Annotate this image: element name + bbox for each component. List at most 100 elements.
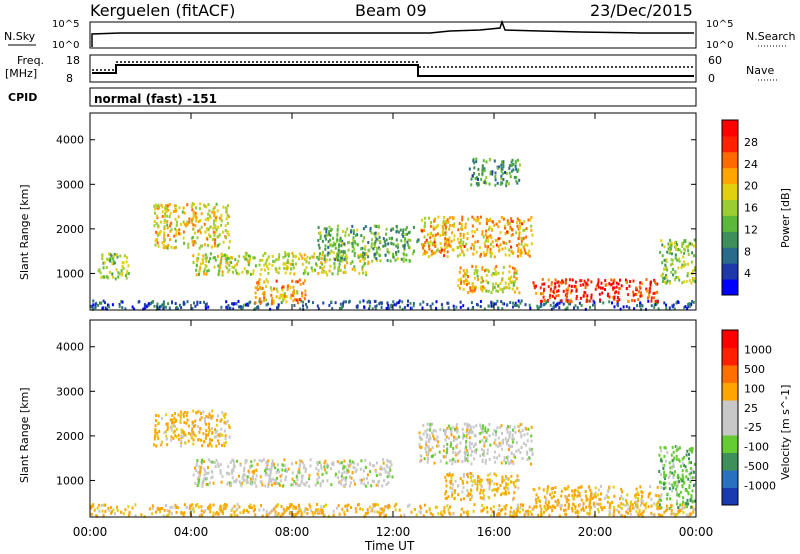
data-point xyxy=(675,276,678,279)
data-point xyxy=(298,484,301,487)
data-point xyxy=(675,243,678,247)
data-point xyxy=(163,239,165,243)
data-point xyxy=(218,216,221,220)
data-point xyxy=(168,306,171,310)
data-point xyxy=(175,427,178,431)
data-point xyxy=(142,307,145,311)
data-point xyxy=(150,301,152,305)
data-point xyxy=(269,473,272,477)
data-point xyxy=(202,480,204,484)
data-point xyxy=(364,271,367,275)
data-point xyxy=(321,267,324,271)
data-point xyxy=(613,305,616,309)
data-point xyxy=(283,292,286,296)
data-point xyxy=(211,438,213,442)
data-point xyxy=(201,258,204,262)
data-point xyxy=(332,513,335,517)
data-point xyxy=(109,259,112,263)
data-point xyxy=(253,504,256,508)
data-point xyxy=(488,423,491,426)
data-point xyxy=(281,288,284,292)
data-point xyxy=(282,285,285,289)
data-point xyxy=(161,507,164,510)
data-point xyxy=(97,303,99,307)
data-point xyxy=(272,477,275,481)
data-point xyxy=(207,415,210,419)
data-point xyxy=(445,484,448,488)
data-point xyxy=(162,246,165,250)
data-point xyxy=(518,219,521,222)
data-point xyxy=(339,268,342,272)
data-point xyxy=(124,274,127,277)
data-point xyxy=(226,255,229,259)
data-point xyxy=(468,436,471,440)
data-point xyxy=(505,184,508,188)
data-point xyxy=(655,302,658,306)
data-point xyxy=(316,463,319,466)
data-point xyxy=(508,171,511,175)
data-point xyxy=(640,501,643,505)
data-point xyxy=(180,306,183,310)
data-point xyxy=(549,289,552,293)
data-point xyxy=(513,303,516,307)
data-point xyxy=(292,507,295,511)
data-point xyxy=(127,514,130,518)
data-point xyxy=(374,235,377,238)
data-point xyxy=(223,503,226,506)
data-point xyxy=(295,475,298,479)
data-point xyxy=(500,424,503,428)
data-point xyxy=(300,481,303,485)
data-point xyxy=(230,513,233,517)
colorbar-swatch xyxy=(722,263,738,280)
data-point xyxy=(366,473,369,477)
data-point xyxy=(558,284,561,288)
data-point xyxy=(482,508,485,512)
data-point xyxy=(344,482,347,486)
data-point xyxy=(480,177,483,181)
data-point xyxy=(167,233,170,237)
colorbar-tick-label: -1000 xyxy=(744,480,776,493)
data-point xyxy=(453,238,456,242)
data-point xyxy=(373,510,376,514)
data-point xyxy=(263,263,266,267)
data-point xyxy=(213,214,216,218)
data-point xyxy=(451,216,454,219)
data-point xyxy=(225,217,228,221)
data-point xyxy=(544,507,547,511)
data-point xyxy=(197,252,200,256)
data-point xyxy=(465,457,468,461)
data-point xyxy=(517,158,519,162)
data-point xyxy=(166,204,169,208)
data-point xyxy=(658,503,661,507)
data-point xyxy=(471,286,474,290)
data-point xyxy=(323,465,326,469)
data-point xyxy=(479,496,482,500)
data-point xyxy=(448,227,451,231)
data-point xyxy=(101,253,104,257)
data-point xyxy=(666,492,669,496)
data-point xyxy=(103,503,106,507)
data-point xyxy=(477,475,479,479)
data-point xyxy=(645,287,648,291)
data-point xyxy=(226,471,228,475)
data-point xyxy=(677,300,680,304)
data-point xyxy=(389,468,392,472)
data-point xyxy=(325,258,328,262)
data-point xyxy=(627,503,629,507)
data-point xyxy=(625,499,628,503)
data-point xyxy=(115,268,118,272)
data-point xyxy=(227,304,230,307)
data-point xyxy=(463,422,466,426)
data-point xyxy=(641,282,644,286)
data-point xyxy=(284,251,287,255)
data-point xyxy=(470,479,473,483)
data-point xyxy=(663,475,666,479)
data-point xyxy=(439,459,442,463)
data-point xyxy=(483,307,486,311)
data-point xyxy=(373,224,376,228)
data-point xyxy=(523,245,525,249)
data-point xyxy=(463,253,466,257)
data-point xyxy=(252,471,255,475)
data-point xyxy=(393,303,396,307)
data-point xyxy=(286,285,289,289)
